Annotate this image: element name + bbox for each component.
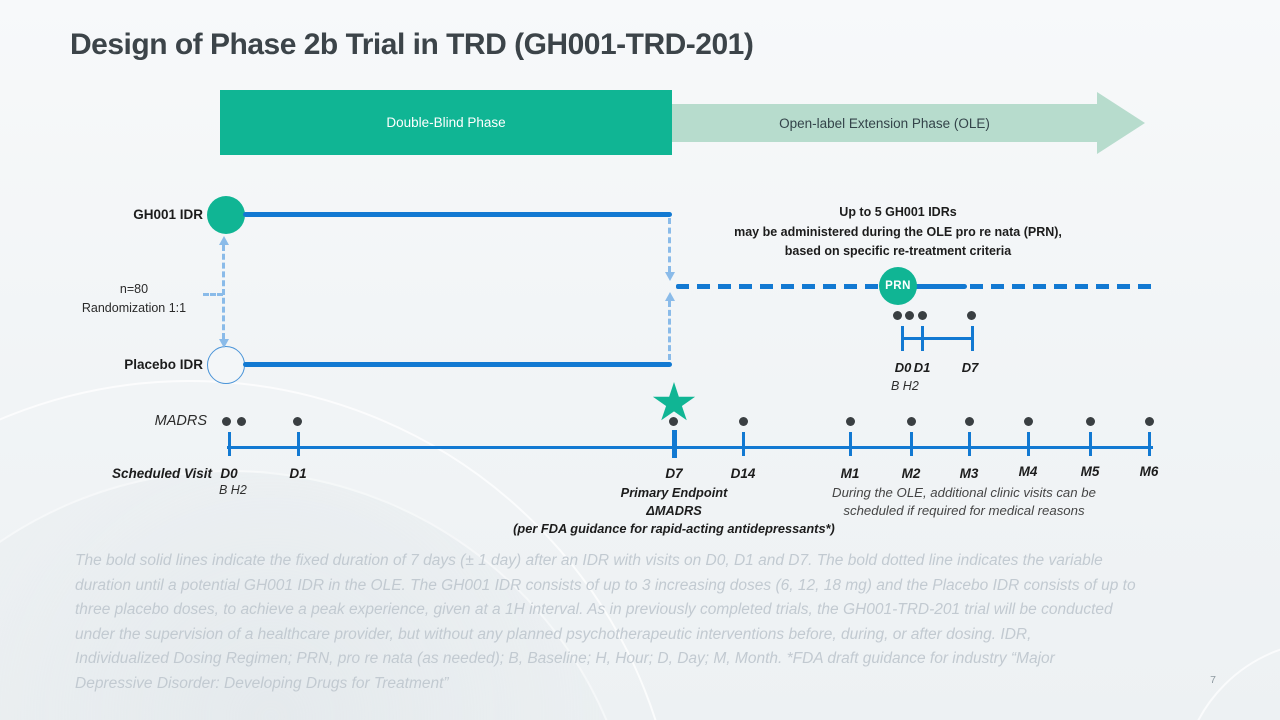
footnote-line: Depressive Disorder: Developing Drugs fo…: [75, 674, 449, 692]
retreat-label-d0: D0: [894, 360, 912, 375]
gh001-timeline-line: [243, 212, 672, 217]
visit-label-d14: D14: [730, 466, 756, 481]
randomization-arrow-line: [222, 245, 225, 339]
placebo-arm-label: Placebo IDR: [124, 357, 203, 372]
ole-visits-line2: scheduled if required for medical reason…: [843, 503, 1085, 518]
ole-note-line3: based on specific re-treatment criteria: [784, 244, 1012, 258]
prn-label: PRN: [885, 280, 911, 292]
visit-label-d0: D0: [220, 466, 238, 481]
gh001-arm-label: GH001 IDR: [133, 207, 203, 222]
n-label: n=80: [119, 282, 149, 296]
visit-dot: [846, 417, 855, 426]
visit-dot: [1024, 417, 1033, 426]
visit-tick: [849, 432, 852, 456]
retreat-bracket-line: [902, 337, 974, 340]
scheduled-visit-label: Scheduled Visit: [111, 466, 212, 481]
gh001-to-ole-arrow-icon: [665, 272, 675, 281]
visit-tick: [1148, 432, 1151, 456]
footnote-line: duration until a potential GH001 IDR in …: [75, 576, 1136, 594]
retreat-visit-dot: [893, 311, 902, 320]
visit-dot: [965, 417, 974, 426]
randomization-label: Randomization 1:1: [81, 301, 187, 315]
gh001-dose-circle: [207, 196, 245, 234]
d0-bh2-label: B H2: [219, 483, 247, 497]
placebo-dose-circle: [207, 346, 245, 384]
retreat-tick-d0: [901, 326, 904, 351]
ole-retreatment-note: Up to 5 GH001 IDRs may be administered d…: [667, 203, 1129, 262]
visit-dot: [907, 417, 916, 426]
visit-dot: [669, 417, 678, 426]
ole-note-line2: may be administered during the OLE pro r…: [734, 224, 1062, 239]
ole-additional-visits-note: During the OLE, additional clinic visits…: [814, 484, 1114, 520]
retreat-bh2-label: B H2: [891, 379, 919, 393]
visit-tick: [1027, 432, 1030, 456]
visit-label-m3: M3: [959, 466, 979, 481]
visit-tick: [297, 432, 300, 456]
retreat-label-d7: D7: [961, 360, 979, 375]
visit-tick: [742, 432, 745, 456]
visit-tick: [910, 432, 913, 456]
visit-label-d7: D7: [665, 466, 683, 481]
prn-fixed-duration-line: [915, 284, 967, 289]
visit-tick: [968, 432, 971, 456]
primary-endpoint-line3: (per FDA guidance for rapid-acting antid…: [513, 521, 835, 536]
visit-tick-primary: [672, 430, 677, 458]
retreat-label-d1: D1: [913, 360, 931, 375]
visit-dot: [1145, 417, 1154, 426]
slide-title: Design of Phase 2b Trial in TRD (GH001-T…: [70, 28, 754, 61]
footnote-line: Individualized Dosing Regimen; PRN, pro …: [75, 650, 1055, 668]
retreat-tick-d7: [971, 326, 974, 351]
double-blind-phase-bar: Double-Blind Phase: [220, 90, 672, 155]
background-corner-arc: [1180, 640, 1280, 720]
visit-label-m2: M2: [901, 466, 921, 481]
footnote-line: under the supervision of a healthcare pr…: [75, 625, 1032, 643]
visit-dot: [739, 417, 748, 426]
visit-label-m6: M6: [1139, 464, 1159, 479]
randomization-connector-dash: [203, 293, 223, 296]
primary-endpoint-line1: Primary Endpoint: [620, 485, 728, 500]
retreat-visit-dot: [967, 311, 976, 320]
visit-tick: [228, 432, 231, 456]
double-blind-phase-label: Double-Blind Phase: [386, 115, 506, 130]
footnote: The bold solid lines indicate the fixed …: [75, 549, 1195, 697]
visit-tick: [1089, 432, 1092, 456]
placebo-timeline-line: [243, 362, 672, 367]
randomization-arrow-up-icon: [219, 236, 229, 245]
visit-label-m1: M1: [840, 466, 860, 481]
visit-dot: [293, 417, 302, 426]
primary-endpoint-line2: ΔMADRS: [646, 503, 702, 518]
randomization-note: n=80 Randomization 1:1: [64, 280, 204, 318]
madrs-label: MADRS: [154, 413, 207, 429]
ole-note-line1: Up to 5 GH001 IDRs: [839, 205, 957, 219]
visit-dot: [1086, 417, 1095, 426]
ole-phase-arrowhead: [1097, 92, 1145, 154]
visit-label-m4: M4: [1018, 464, 1038, 479]
visit-label-d1: D1: [289, 466, 307, 481]
ole-visits-line1: During the OLE, additional clinic visits…: [832, 485, 1096, 500]
footnote-line: three placebo doses, to achieve a peak e…: [75, 601, 1113, 619]
placebo-to-ole-connector: [668, 301, 671, 360]
primary-endpoint-note: Primary Endpoint ΔMADRS (per FDA guidanc…: [496, 484, 852, 538]
retreat-tick-d1: [921, 326, 924, 351]
prn-dose-circle: PRN: [879, 267, 917, 305]
ole-phase-arrow: Open-label Extension Phase (OLE): [672, 104, 1097, 142]
ole-phase-label: Open-label Extension Phase (OLE): [779, 115, 990, 131]
visit-timeline-line: [227, 446, 1153, 449]
placebo-to-ole-arrow-icon: [665, 292, 675, 301]
footnote-line: The bold solid lines indicate the fixed …: [75, 552, 1103, 569]
visit-label-m5: M5: [1080, 464, 1100, 479]
gh001-to-ole-connector: [668, 218, 671, 272]
visit-dot: [222, 417, 231, 426]
visit-dot: [237, 417, 246, 426]
retreat-visit-dot: [918, 311, 927, 320]
retreat-visit-dot: [905, 311, 914, 320]
randomization-arrow-down-icon: [219, 339, 229, 348]
page-number: 7: [1210, 674, 1216, 686]
